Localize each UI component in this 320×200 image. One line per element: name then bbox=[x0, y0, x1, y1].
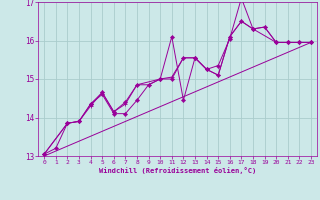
X-axis label: Windchill (Refroidissement éolien,°C): Windchill (Refroidissement éolien,°C) bbox=[99, 167, 256, 174]
